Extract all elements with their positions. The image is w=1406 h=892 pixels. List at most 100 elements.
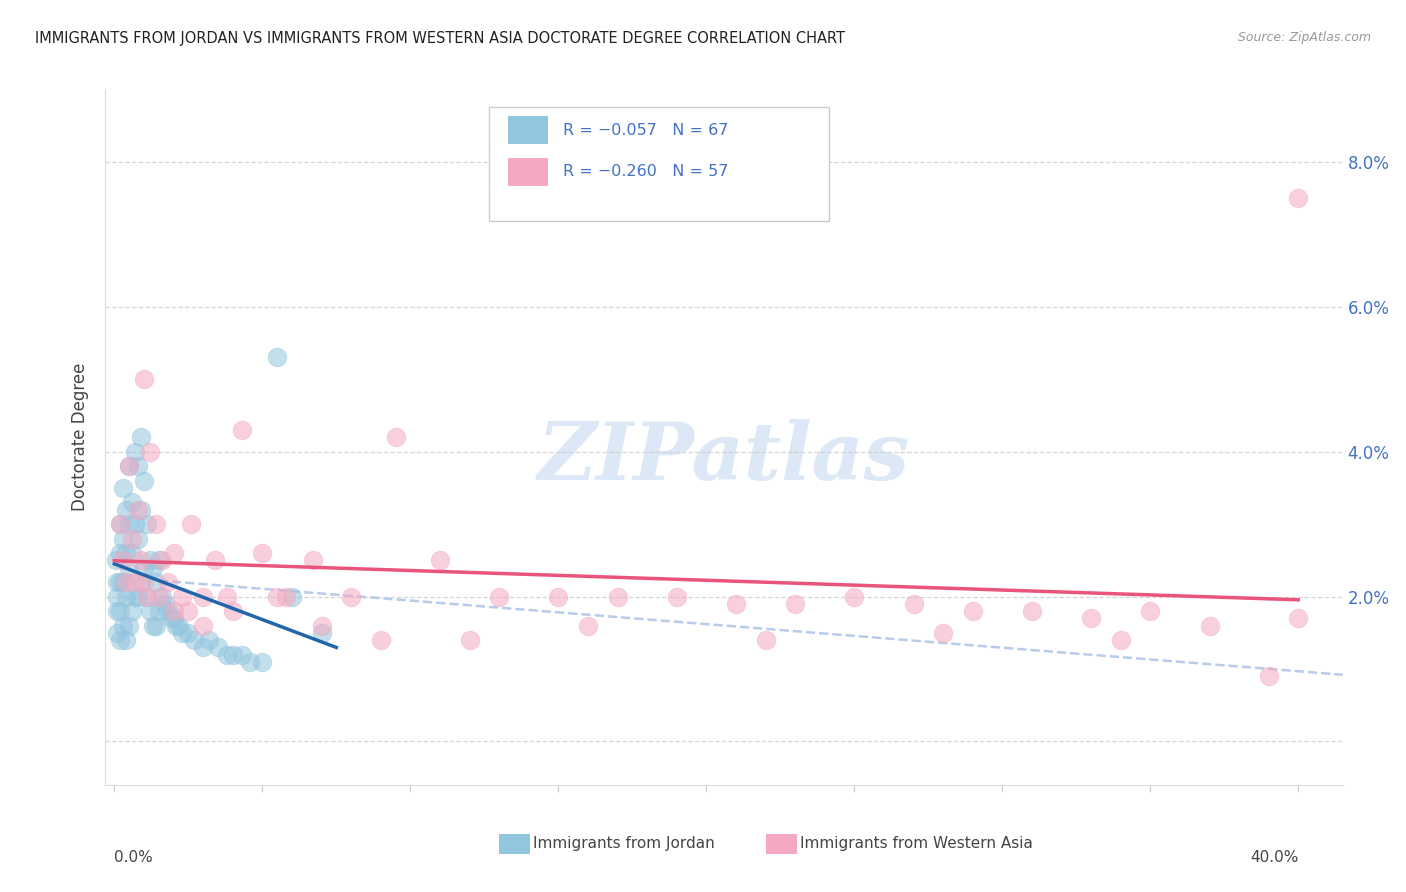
Point [148,590,170,604]
Point [132,372,155,386]
Text: IMMIGRANTS FROM JORDAN VS IMMIGRANTS FROM WESTERN ASIA DOCTORATE DEGREE CORRELAT: IMMIGRANTS FROM JORDAN VS IMMIGRANTS FRO… [35,31,845,46]
Point [124,516,146,531]
Point [142,560,165,574]
Point [231,648,253,662]
Point [785,597,807,611]
Point [198,633,221,648]
Point [110,633,132,648]
Point [204,553,226,567]
Point [159,611,181,625]
Point [129,430,152,444]
Point [121,546,143,560]
Point [222,648,245,662]
Point [132,474,155,488]
Point [145,618,167,632]
Point [112,553,135,567]
Point [231,423,253,437]
Point [311,618,333,632]
Point [110,604,132,618]
Point [105,625,128,640]
Point [239,655,262,669]
Point [844,590,866,604]
Point [370,633,392,648]
Point [112,532,135,546]
Point [172,590,194,604]
Point [112,618,135,632]
Point [110,516,132,531]
Point [1139,604,1161,618]
Point [177,625,200,640]
Point [665,590,688,604]
Text: 40.0%: 40.0% [1250,850,1298,865]
Point [252,546,274,560]
Point [135,516,157,531]
Point [127,502,149,516]
Point [281,590,304,604]
Point [576,618,599,632]
Point [139,604,162,618]
Point [129,574,152,589]
Point [606,590,628,604]
Point [180,516,202,531]
Point [112,574,135,589]
Point [215,590,238,604]
Point [191,590,214,604]
Point [105,574,128,589]
Point [124,444,146,458]
Text: Immigrants from Jordan: Immigrants from Jordan [533,837,714,851]
Point [1198,618,1220,632]
Point [110,516,132,531]
Point [115,590,138,604]
Point [162,611,184,625]
Point [139,444,162,458]
Point [121,532,143,546]
Point [384,430,406,444]
Point [215,648,238,662]
Point [274,590,297,604]
Point [191,618,214,632]
Point [252,655,274,669]
Point [132,574,155,589]
Point [110,574,132,589]
Point [142,618,165,632]
Point [148,604,170,618]
Point [156,604,179,618]
Point [110,546,132,560]
Point [115,633,138,648]
Point [932,625,955,640]
Point [962,604,984,618]
Point [104,553,127,567]
Point [148,553,170,567]
Point [177,604,200,618]
Point [129,502,152,516]
Point [166,618,188,632]
Point [127,458,149,473]
Point [169,618,191,632]
Point [301,553,323,567]
Point [547,590,569,604]
Point [135,590,157,604]
Point [266,351,288,365]
Point [172,625,194,640]
Point [145,516,167,531]
Point [115,546,138,560]
Point [311,625,333,640]
Point [132,560,155,574]
Point [191,640,214,655]
Point [105,604,128,618]
Point [124,590,146,604]
Point [266,590,288,604]
Point [115,502,138,516]
Point [115,574,138,589]
Point [135,590,157,604]
Point [1109,633,1132,648]
Text: Source: ZipAtlas.com: Source: ZipAtlas.com [1237,31,1371,45]
Text: ZIPatlas: ZIPatlas [538,419,910,497]
Point [183,633,205,648]
Y-axis label: Doctorate Degree: Doctorate Degree [72,363,90,511]
Text: R = −0.260   N = 57: R = −0.260 N = 57 [564,164,728,179]
Point [118,458,141,473]
Point [121,604,143,618]
Point [162,546,184,560]
Point [1021,604,1043,618]
